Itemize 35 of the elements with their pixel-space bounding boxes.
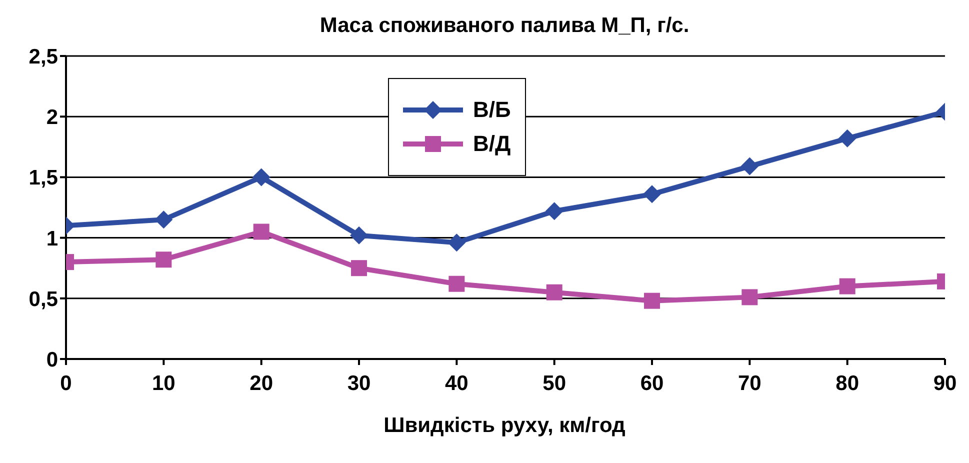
- point: [546, 284, 562, 300]
- point: [253, 224, 270, 240]
- y-tick-label: 2,5: [28, 45, 58, 68]
- y-tick-label: 2: [46, 106, 58, 130]
- y-tick-label: 0,5: [28, 288, 58, 311]
- point: [154, 210, 173, 229]
- chart-title: Маса споживаного палива М_П, г/с.: [318, 13, 690, 39]
- x-tick-label: 80: [836, 372, 860, 395]
- point: [448, 234, 466, 252]
- point: [838, 129, 856, 148]
- point: [156, 252, 172, 268]
- point: [350, 226, 368, 244]
- y-tick-label: 1,5: [28, 166, 58, 190]
- x-tick-label: 90: [933, 372, 957, 395]
- x-tick-label: 20: [250, 372, 274, 395]
- x-tick-label: 50: [542, 372, 566, 395]
- point: [448, 276, 465, 292]
- x-tick-label: 40: [444, 372, 468, 395]
- x-tick-label: 10: [152, 372, 176, 395]
- point: [839, 278, 856, 294]
- point: [740, 157, 759, 176]
- point: [644, 292, 660, 309]
- point: [252, 168, 270, 186]
- y-tick-label: 1: [46, 227, 58, 250]
- point: [643, 185, 661, 204]
- y-tick-label: 0: [46, 348, 58, 372]
- point: [351, 260, 367, 276]
- x-axis-title: Швидкість руху, км/год: [382, 414, 626, 438]
- x-tick-label: 60: [640, 372, 664, 395]
- point: [545, 202, 564, 220]
- point: [742, 289, 758, 306]
- x-tick-label: 70: [738, 372, 762, 395]
- legend-label: В/Д: [473, 131, 511, 157]
- x-tick-label: 30: [347, 372, 371, 395]
- legend-label: В/Б: [473, 97, 511, 123]
